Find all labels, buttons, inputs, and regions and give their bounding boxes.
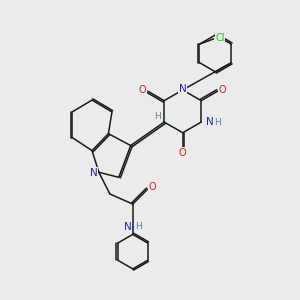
Text: N: N [179, 84, 187, 94]
Text: H: H [214, 118, 221, 127]
Text: Cl: Cl [215, 33, 225, 43]
Text: N: N [206, 117, 213, 127]
Text: O: O [179, 148, 187, 158]
Text: H: H [135, 222, 142, 231]
Text: N: N [90, 168, 98, 178]
Text: N: N [124, 222, 131, 232]
Text: H: H [154, 112, 161, 121]
Text: O: O [149, 182, 157, 192]
Text: O: O [219, 85, 226, 95]
Text: O: O [139, 85, 147, 95]
